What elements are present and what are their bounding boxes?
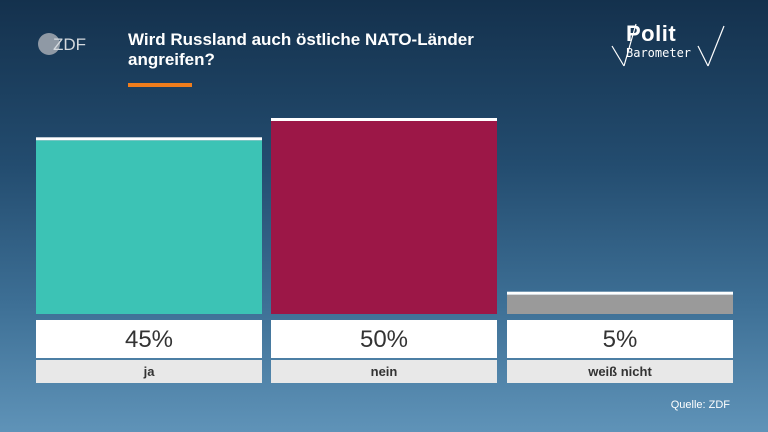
chart-title: Wird Russland auch östliche NATO-Länder …	[128, 30, 474, 69]
source-note: Quelle: ZDF	[670, 399, 730, 411]
politbarometer-logo-line2: Barometer	[626, 46, 692, 60]
bar-1	[271, 121, 497, 314]
category-label-0: ja	[143, 364, 156, 379]
value-label-0: 45%	[125, 326, 173, 353]
title-accent-rule	[128, 83, 192, 87]
value-box-2	[507, 320, 733, 358]
politbarometer-logo: Polit Barometer	[608, 22, 726, 72]
value-box-1	[271, 320, 497, 358]
category-box-2	[507, 360, 733, 383]
zdf-logo: ZDF	[36, 31, 90, 57]
bar-cap-1	[271, 118, 497, 121]
zdf-logo-text: ZDF	[53, 35, 86, 54]
bar-0	[36, 140, 262, 314]
bar-cap-0	[36, 137, 262, 141]
category-label-1: nein	[371, 364, 398, 379]
bar-cap-2	[507, 291, 733, 295]
value-box-0	[36, 320, 262, 358]
category-box-1	[271, 360, 497, 383]
politbarometer-logo-line1: Polit	[626, 21, 677, 46]
value-label-1: 50%	[360, 326, 408, 353]
bar-2	[507, 294, 733, 314]
category-box-0	[36, 360, 262, 383]
category-label-2: weiß nicht	[587, 364, 652, 379]
value-label-2: 5%	[603, 326, 638, 353]
